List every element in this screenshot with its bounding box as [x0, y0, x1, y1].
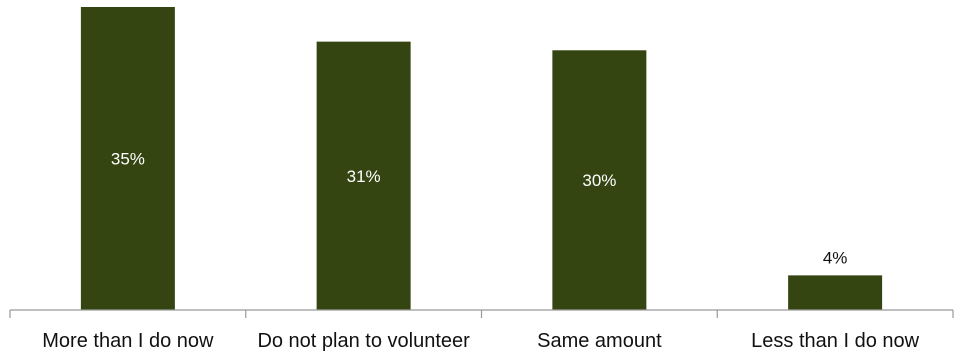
bar — [80, 7, 175, 310]
bar — [316, 41, 411, 310]
bar-value-label: 31% — [347, 167, 381, 186]
bar-labels-group: 35% 31% 30% 4% — [111, 150, 848, 268]
bars-group — [80, 7, 883, 311]
bar-value-label: 35% — [111, 150, 145, 169]
category-labels-group: More than I do now Do not plan to volunte… — [42, 330, 919, 352]
category-label: Same amount — [537, 330, 662, 352]
bar-value-label: 4% — [823, 248, 848, 267]
bar-value-label: 30% — [582, 171, 616, 190]
x-axis-ticks — [9, 310, 954, 318]
category-label: More than I do now — [42, 330, 214, 352]
bar — [788, 275, 883, 310]
bar — [552, 50, 647, 311]
category-label: Do not plan to volunteer — [257, 330, 470, 352]
category-label: Less than I do now — [751, 330, 919, 352]
